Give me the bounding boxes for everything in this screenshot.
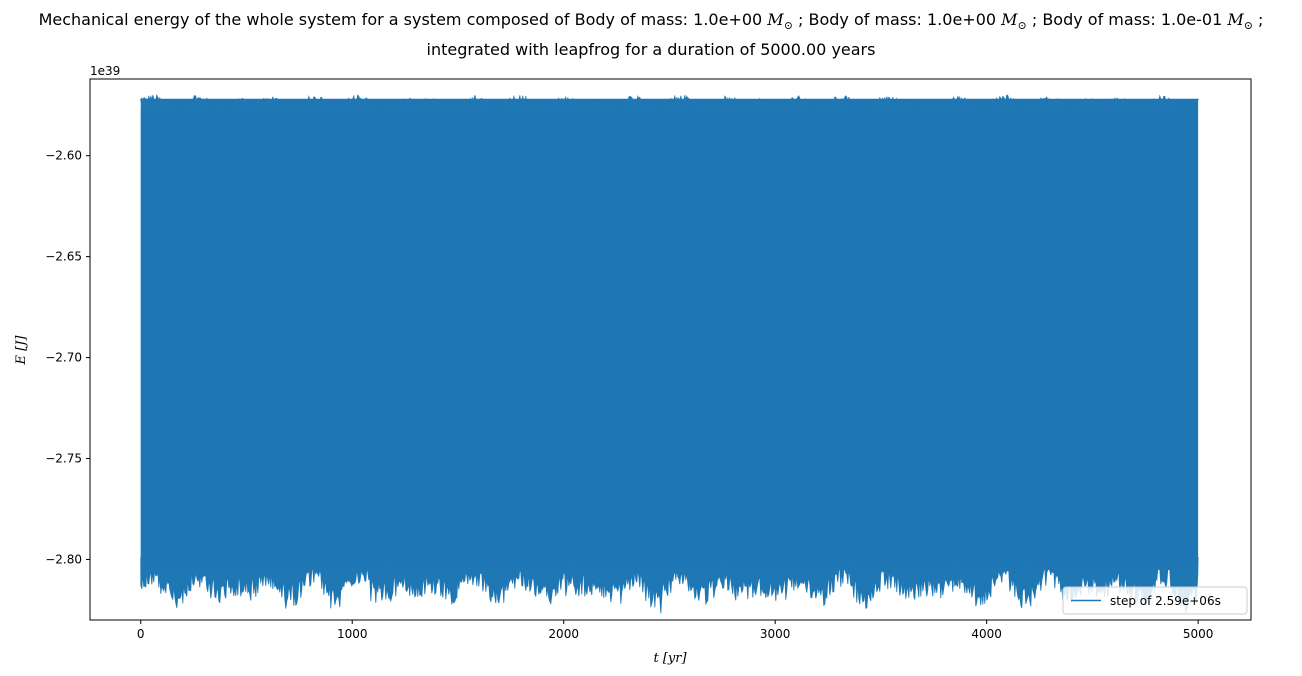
title-part-4: ; [1252,10,1264,29]
x-tick-label: 5000 [1183,627,1214,641]
y-tick-label: −2.75 [45,452,82,466]
title-part-2: ; Body of mass: 1.0e+00 [792,10,1002,29]
chart-title-line1: Mechanical energy of the whole system fo… [0,8,1302,38]
y-tick-label: −2.60 [45,149,82,163]
legend: step of 2.59e+06s [1062,586,1248,615]
series-oscillation-line [140,107,1198,570]
x-tick-label: 2000 [548,627,579,641]
msun-symbol-1: M⊙ [767,10,793,33]
y-axis-label: E [J] [14,335,29,366]
y-axis: −2.80 −2.75 −2.70 −2.65 −2.60 [45,149,90,566]
series-layer [140,93,1200,614]
msun-symbol-2: M⊙ [1001,10,1027,33]
y-tick-label: −2.65 [45,250,82,264]
title-part-3: ; Body of mass: 1.0e-01 [1026,10,1228,29]
legend-entry-label: step of 2.59e+06s [1110,594,1221,608]
x-tick-label: 3000 [760,627,791,641]
x-tick-label: 1000 [337,627,368,641]
plot-frame [89,78,1252,621]
chart-title-line2: integrated with leapfrog for a duration … [426,40,876,60]
chart-title: Mechanical energy of the whole system fo… [0,8,1302,62]
legend-box [1062,586,1248,615]
series-lower-envelope [140,557,1199,614]
x-tick-label: 0 [137,627,145,641]
y-tick-label: −2.80 [45,552,82,566]
x-axis: 0 1000 2000 3000 4000 5000 [137,620,1213,641]
y-offset-label: 1e39 [90,64,120,78]
series-upper-envelope [140,93,1200,109]
y-tick-label: −2.70 [45,351,82,365]
x-axis-label: t [yr] [653,651,687,666]
msun-symbol-3: M⊙ [1227,10,1253,33]
x-tick-label: 4000 [971,627,1002,641]
title-part-1: Mechanical energy of the whole system fo… [38,10,768,29]
